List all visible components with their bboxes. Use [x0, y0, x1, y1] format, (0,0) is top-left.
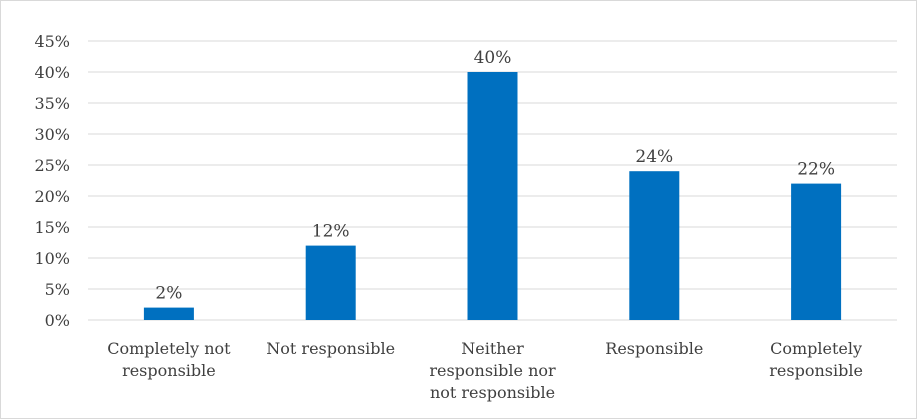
- x-tick-label: Neither: [461, 339, 524, 358]
- y-tick-label: 15%: [34, 218, 70, 237]
- y-tick-label: 0%: [45, 311, 70, 330]
- bar: [305, 245, 356, 320]
- x-tick-label: not responsible: [430, 383, 555, 402]
- bar: [791, 183, 842, 320]
- x-tick-label: Not responsible: [266, 339, 395, 358]
- y-tick-label: 25%: [34, 156, 70, 175]
- bar: [143, 307, 194, 320]
- y-tick-label: 5%: [45, 280, 70, 299]
- y-tick-label: 20%: [34, 187, 70, 206]
- x-tick-label: Completely: [770, 339, 862, 358]
- x-tick-label: responsible: [122, 361, 216, 380]
- x-tick-label: responsible: [769, 361, 863, 380]
- y-tick-label: 45%: [34, 32, 70, 51]
- bar: [629, 171, 680, 320]
- data-label: 24%: [635, 147, 673, 167]
- y-tick-label: 40%: [34, 63, 70, 82]
- data-label: 22%: [797, 160, 835, 180]
- y-tick-label: 10%: [34, 249, 70, 268]
- x-tick-label: Responsible: [605, 339, 703, 358]
- bar: [467, 72, 518, 320]
- y-tick-label: 30%: [34, 125, 70, 144]
- x-tick-label: Completely not: [107, 339, 231, 358]
- data-label: 40%: [474, 48, 512, 68]
- y-tick-label: 35%: [34, 94, 70, 113]
- data-label: 12%: [312, 222, 350, 242]
- x-tick-label: responsible nor: [429, 361, 556, 380]
- data-label: 2%: [155, 284, 182, 304]
